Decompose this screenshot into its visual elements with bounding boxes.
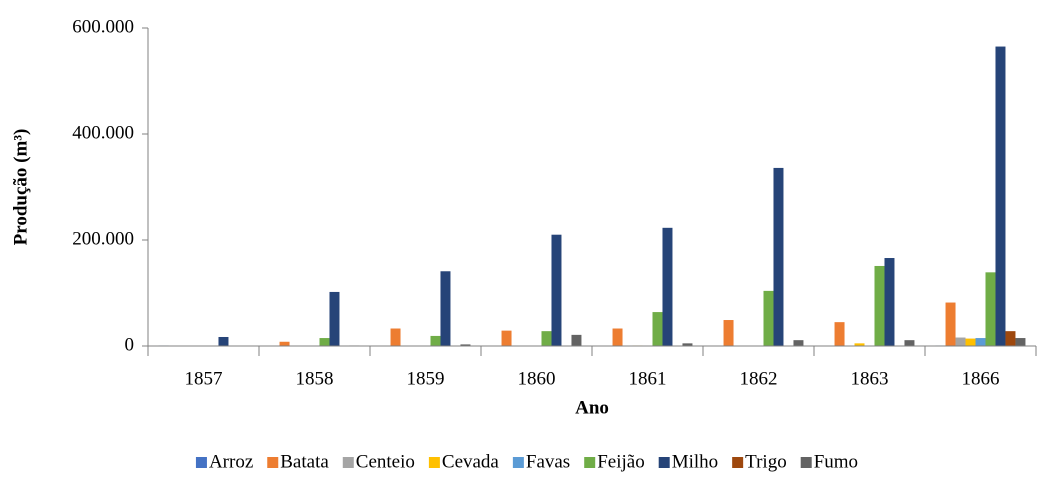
bar — [218, 336, 229, 346]
y-axis-title: Produção (m³) — [10, 129, 31, 246]
legend-label: Cevada — [442, 451, 500, 472]
legend-swatch — [342, 457, 354, 468]
bar — [945, 302, 956, 346]
legend-swatch — [800, 457, 812, 468]
bar — [834, 322, 845, 346]
bar — [440, 271, 451, 346]
legend-swatch — [658, 457, 670, 468]
legend-label: Feijão — [597, 451, 645, 472]
bar — [884, 258, 895, 346]
bar — [390, 328, 401, 346]
y-tick-label: 200.000 — [72, 228, 134, 249]
x-tick-label: 1860 — [518, 368, 556, 389]
bar — [975, 338, 986, 346]
bar — [904, 340, 915, 346]
legend-label: Milho — [672, 451, 718, 472]
y-tick-label: 400.000 — [72, 122, 134, 143]
bar — [541, 331, 552, 346]
bar — [854, 343, 865, 346]
legend-swatch — [732, 457, 744, 468]
bar — [551, 234, 562, 346]
bar — [773, 167, 784, 346]
x-tick-label: 1857 — [185, 368, 223, 389]
legend-label: Fumo — [814, 451, 858, 472]
legend: Arroz Batata Centeio Cevada Favas Feijão Milho… — [195, 451, 858, 472]
x-tick-label: 1861 — [629, 368, 667, 389]
bar — [793, 340, 804, 346]
bar — [279, 341, 290, 346]
y-tick-label: 600.000 — [72, 16, 134, 37]
legend-swatch — [584, 457, 596, 468]
x-tick-label: 1859 — [407, 368, 445, 389]
bar — [460, 344, 471, 346]
bar — [1005, 331, 1016, 346]
x-axis-title: Ano — [575, 397, 609, 418]
legend-label: Favas — [526, 451, 570, 472]
bar — [965, 338, 976, 346]
bar — [329, 291, 340, 346]
bar — [985, 272, 996, 346]
legend-swatch — [195, 457, 207, 468]
bar — [662, 227, 673, 346]
bar — [763, 290, 774, 346]
y-tick-label: 0 — [125, 334, 135, 355]
legend-label: Arroz — [209, 451, 253, 472]
legend-label: Centeio — [356, 451, 415, 472]
legend-swatch — [428, 457, 440, 468]
bar — [682, 343, 693, 346]
bar — [571, 334, 582, 346]
legend-swatch — [267, 457, 279, 468]
bar — [319, 338, 330, 346]
bar — [955, 337, 966, 346]
bar — [995, 46, 1006, 347]
bar — [723, 320, 734, 346]
bar — [874, 265, 885, 346]
legend-swatch — [512, 457, 524, 468]
bar — [501, 330, 512, 346]
x-tick-label: 1863 — [851, 368, 889, 389]
bar — [430, 335, 441, 346]
x-tick-label: 1862 — [740, 368, 778, 389]
legend-label: Trigo — [745, 451, 787, 472]
bar — [612, 328, 623, 346]
x-tick-label: 1866 — [962, 368, 1000, 389]
bar — [652, 312, 663, 346]
legend-label: Batata — [280, 451, 329, 472]
x-tick-label: 1858 — [296, 368, 334, 389]
bar — [1015, 338, 1026, 346]
